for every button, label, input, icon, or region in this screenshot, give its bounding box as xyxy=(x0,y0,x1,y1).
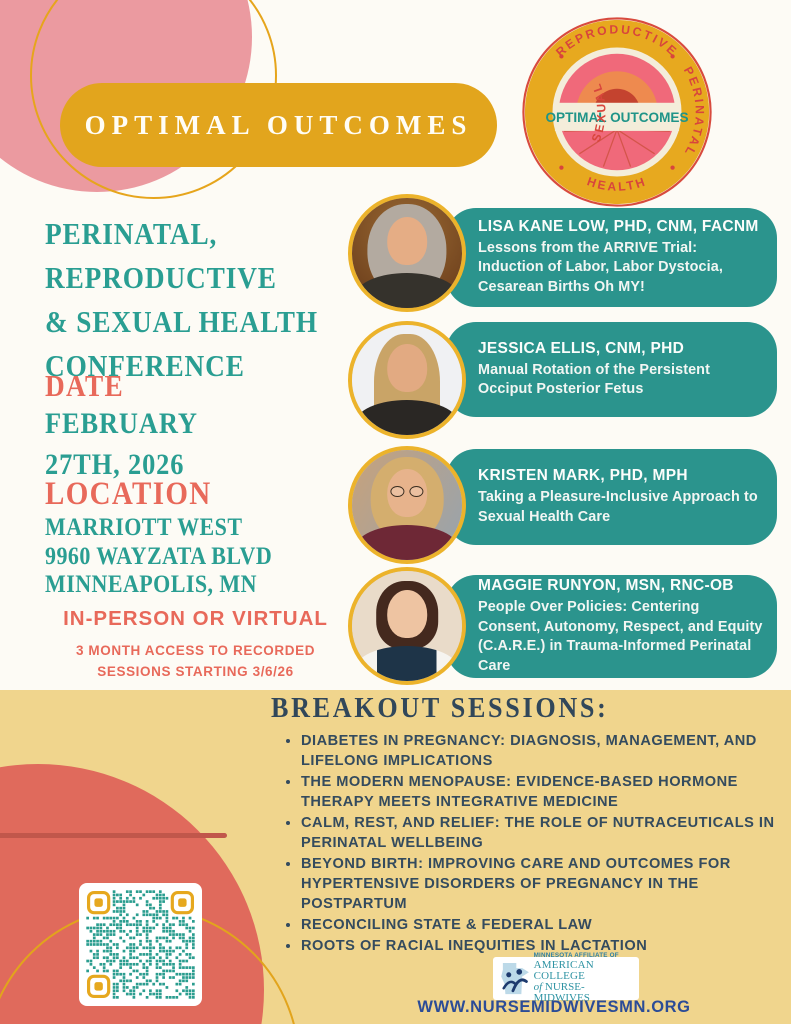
logo-rays xyxy=(564,128,670,167)
location-label: LOCATION xyxy=(45,476,212,512)
qr-finder-bottom-left xyxy=(86,974,111,999)
svg-text:HEALTH: HEALTH xyxy=(585,174,648,194)
access-note-line: 3 MONTH ACCESS TO RECORDED xyxy=(75,643,316,658)
speaker-card-jessica-ellis: JESSICA ELLIS, CNM, PHD Manual Rotation … xyxy=(446,322,777,417)
acnm-affiliate-logo: MINNESOTA AFFILIATE OF AMERICAN COLLEGE … xyxy=(493,952,639,1004)
speaker-name: KRISTEN MARK, PHD, MPH xyxy=(478,467,688,484)
avatar-body xyxy=(355,399,459,435)
date-label: DATE xyxy=(45,368,125,403)
logo-word-sexual: SEXUAL xyxy=(589,80,606,144)
minnesota-midwives-icon xyxy=(501,962,529,994)
conference-title-line: REPRODUCTIVE xyxy=(45,260,277,295)
speaker-photo-lisa-kane-low xyxy=(348,194,466,312)
banner-title: OPTIMAL OUTCOMES xyxy=(84,109,473,140)
avatar-face xyxy=(387,216,427,266)
breakout-session-item: BEYOND BIRTH: IMPROVING CARE AND OUTCOME… xyxy=(301,854,783,914)
speaker-name: JESSICA ELLIS, CNM, PHD xyxy=(478,339,685,357)
avatar-body xyxy=(355,524,459,560)
recorded-access-note: 3 MONTH ACCESS TO RECORDED SESSIONS STAR… xyxy=(38,640,353,682)
glasses-icon xyxy=(389,486,425,498)
access-note-line: SESSIONS STARTING 3/6/26 xyxy=(97,664,294,679)
breakout-sessions-heading: BREAKOUT SESSIONS: xyxy=(271,692,609,724)
speaker-card-lisa-kane-low: LISA KANE LOW, PHD, CNM, FACNM Lessons f… xyxy=(446,208,777,307)
speaker-card-maggie-runyon: MAGGIE RUNYON, MSN, RNC-OB People Over P… xyxy=(446,575,777,678)
avatar xyxy=(352,198,462,308)
affiliate-line3-of: of xyxy=(533,981,543,994)
date-line: FEBRUARY xyxy=(45,407,198,440)
website-link[interactable]: WWW.NURSEMIDWIVESMN.ORG xyxy=(417,998,691,1016)
avatar xyxy=(352,325,462,435)
conference-title-line: CONFERENCE xyxy=(45,348,245,383)
conference-title-line: & SEXUAL HEALTH xyxy=(45,304,318,339)
breakout-session-item: DIABETES IN PREGNANCY: DIAGNOSIS, MANAGE… xyxy=(301,731,783,771)
logo-badge-graphic: OPTIMAL OUTCOMES REPRODUCTIVE PERINATAL … xyxy=(522,17,712,207)
speaker-talk-title: Taking a Pleasure-Inclusive Approach to … xyxy=(478,489,758,525)
avatar-body xyxy=(355,645,459,681)
title-banner: OPTIMAL OUTCOMES xyxy=(60,83,497,167)
speaker-talk-title: Lessons from the ARRIVE Trial: Induction… xyxy=(478,239,723,295)
attendance-mode: IN-PERSON OR VIRTUAL xyxy=(63,607,328,630)
speaker-photo-jessica-ellis xyxy=(348,321,466,439)
breakout-sessions-list: DIABETES IN PREGNANCY: DIAGNOSIS, MANAGE… xyxy=(283,731,783,957)
affiliate-line3: of NURSE-MIDWIVES xyxy=(534,982,635,1004)
speaker-name: LISA KANE LOW, PHD, CNM, FACNM xyxy=(478,217,759,235)
avatar xyxy=(352,450,462,560)
avatar xyxy=(352,571,462,681)
location-line: MINNEAPOLIS, MN xyxy=(45,571,257,598)
avatar-body xyxy=(355,272,459,308)
breakout-session-item: THE MODERN MENOPAUSE: EVIDENCE-BASED HOR… xyxy=(301,772,783,812)
speaker-name: MAGGIE RUNYON, MSN, RNC-OB xyxy=(478,577,734,594)
speaker-photo-maggie-runyon xyxy=(348,567,466,685)
location-value: MARRIOTT WEST 9960 WAYZATA BLVD MINNEAPO… xyxy=(45,514,272,600)
location-line: MARRIOTT WEST xyxy=(45,514,243,541)
optimal-outcomes-logo: OPTIMAL OUTCOMES REPRODUCTIVE PERINATAL … xyxy=(520,15,714,209)
logo-word-health: HEALTH xyxy=(585,174,646,194)
affiliate-line2: AMERICAN COLLEGE xyxy=(533,959,594,983)
conference-title: PERINATAL, REPRODUCTIVE & SEXUAL HEALTH … xyxy=(45,212,318,388)
speaker-card-kristen-mark: KRISTEN MARK, PHD, MPH Taking a Pleasure… xyxy=(446,449,777,545)
date-line: 27TH, 2026 xyxy=(45,448,185,481)
affiliate-logo-text: MINNESOTA AFFILIATE OF AMERICAN COLLEGE … xyxy=(533,951,635,1004)
svg-text:SEXUAL: SEXUAL xyxy=(589,80,609,144)
decorative-red-line xyxy=(0,833,227,838)
avatar-face xyxy=(387,589,427,639)
breakout-session-item: CALM, REST, AND RELIEF: THE ROLE OF NUTR… xyxy=(301,813,783,853)
speaker-talk-title: People Over Policies: Centering Consent,… xyxy=(478,599,763,674)
qr-modules xyxy=(86,890,195,999)
qr-finder-top-left xyxy=(86,890,111,915)
breakout-session-item: RECONCILING STATE & FEDERAL LAW xyxy=(301,915,783,935)
affiliate-line3-name: NURSE-MIDWIVES xyxy=(533,981,590,1005)
date-value: FEBRUARY 27TH, 2026 xyxy=(45,403,198,485)
location-line: 9960 WAYZATA BLVD xyxy=(45,542,273,570)
logo-separator-dots xyxy=(559,54,675,170)
qr-code xyxy=(79,883,202,1006)
affiliate-line1: MINNESOTA AFFILIATE OF xyxy=(533,951,619,959)
qr-finder-top-right xyxy=(170,890,195,915)
qr-code-graphic xyxy=(86,890,195,999)
conference-title-line: PERINATAL, xyxy=(45,216,218,251)
logo-center-text: OPTIMAL OUTCOMES xyxy=(545,110,688,125)
speaker-photo-kristen-mark xyxy=(348,446,466,564)
speaker-talk-title: Manual Rotation of the Persistent Occipu… xyxy=(478,361,710,398)
avatar-face xyxy=(387,343,427,393)
breakout-session-item: ROOTS OF RACIAL INEQUITIES IN LACTATION xyxy=(301,936,783,956)
